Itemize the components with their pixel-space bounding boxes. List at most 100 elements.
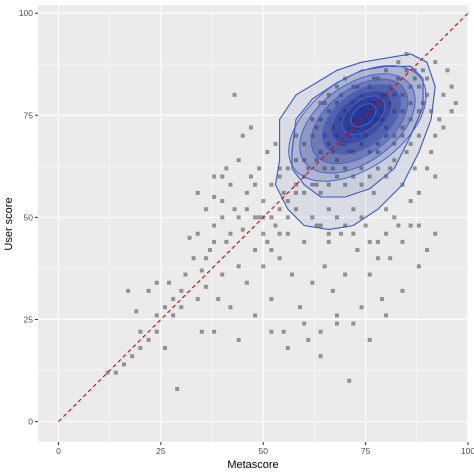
data-point — [330, 288, 335, 293]
data-point — [400, 133, 405, 138]
data-point — [334, 158, 339, 163]
data-point — [212, 174, 217, 179]
data-point — [367, 150, 372, 155]
data-point — [244, 207, 249, 212]
x-tick-label: 0 — [56, 446, 61, 456]
data-point — [380, 117, 384, 122]
data-point — [416, 133, 421, 138]
data-point — [367, 239, 372, 244]
data-point — [400, 239, 405, 244]
data-point — [318, 150, 323, 155]
data-point — [363, 133, 368, 138]
data-point — [154, 313, 159, 318]
data-point — [269, 329, 274, 334]
data-point — [212, 223, 217, 228]
data-point — [449, 109, 454, 114]
data-point — [380, 297, 384, 302]
data-point — [273, 141, 278, 146]
data-point — [339, 117, 344, 122]
data-point — [236, 215, 241, 220]
data-point — [322, 133, 327, 138]
data-point — [126, 288, 131, 293]
data-point — [240, 133, 245, 138]
data-point — [302, 174, 307, 179]
data-point — [359, 166, 364, 171]
data-point — [416, 223, 421, 228]
data-point — [195, 231, 200, 236]
data-point — [314, 125, 319, 130]
data-point — [334, 215, 339, 220]
data-point — [306, 166, 311, 171]
data-point — [400, 109, 405, 114]
data-point — [261, 264, 266, 269]
data-point — [388, 256, 393, 261]
data-point — [228, 182, 233, 187]
x-tick-label: 100 — [461, 446, 474, 456]
data-point — [326, 231, 331, 236]
data-point — [269, 297, 274, 302]
data-point — [318, 117, 323, 122]
data-point — [171, 313, 176, 318]
data-point — [367, 272, 372, 277]
data-point — [326, 239, 331, 244]
y-axis-ticks: 0 25 50 75 100 — [19, 8, 38, 427]
data-point — [396, 76, 401, 81]
data-point — [384, 313, 389, 318]
data-point — [392, 158, 397, 163]
data-point — [167, 280, 172, 285]
data-point — [269, 215, 274, 220]
data-point — [294, 182, 298, 187]
data-point — [208, 248, 212, 253]
data-point — [138, 346, 143, 351]
data-point — [105, 370, 110, 375]
data-point — [122, 362, 126, 367]
data-point — [134, 309, 139, 314]
data-point — [334, 313, 339, 318]
data-point — [453, 101, 458, 106]
data-point — [441, 125, 446, 130]
data-point — [310, 182, 315, 187]
data-point — [220, 272, 225, 277]
data-point — [347, 378, 352, 383]
data-point — [277, 207, 282, 212]
data-point — [343, 166, 348, 171]
data-point — [146, 337, 151, 342]
data-point — [371, 190, 376, 195]
data-point — [281, 329, 286, 334]
data-point — [380, 109, 384, 114]
data-point — [171, 297, 176, 302]
data-point — [334, 84, 339, 89]
data-point — [269, 182, 274, 187]
data-point — [392, 92, 397, 97]
data-point — [277, 256, 282, 261]
data-point — [310, 280, 315, 285]
data-point — [355, 125, 360, 130]
data-point — [375, 256, 380, 261]
data-point — [330, 166, 335, 171]
data-point — [371, 76, 376, 81]
data-point — [187, 235, 192, 240]
data-point — [322, 166, 327, 171]
x-tick-label: 50 — [259, 446, 269, 456]
data-point — [310, 117, 315, 122]
data-point — [314, 158, 319, 163]
data-point — [408, 84, 413, 89]
data-point — [375, 166, 380, 171]
data-point — [224, 166, 229, 171]
data-point — [302, 141, 307, 146]
data-point — [326, 92, 331, 97]
data-point — [384, 133, 389, 138]
data-point — [375, 141, 380, 146]
data-point — [375, 150, 380, 155]
data-point — [429, 150, 434, 155]
data-point — [228, 305, 233, 310]
data-point — [146, 288, 151, 293]
data-point — [318, 329, 323, 334]
data-point — [265, 150, 270, 155]
data-point — [359, 215, 364, 220]
data-point — [199, 329, 204, 334]
data-point — [351, 101, 356, 106]
data-point — [162, 305, 167, 310]
data-point — [351, 321, 356, 326]
x-axis-title: Metascore — [227, 459, 278, 471]
